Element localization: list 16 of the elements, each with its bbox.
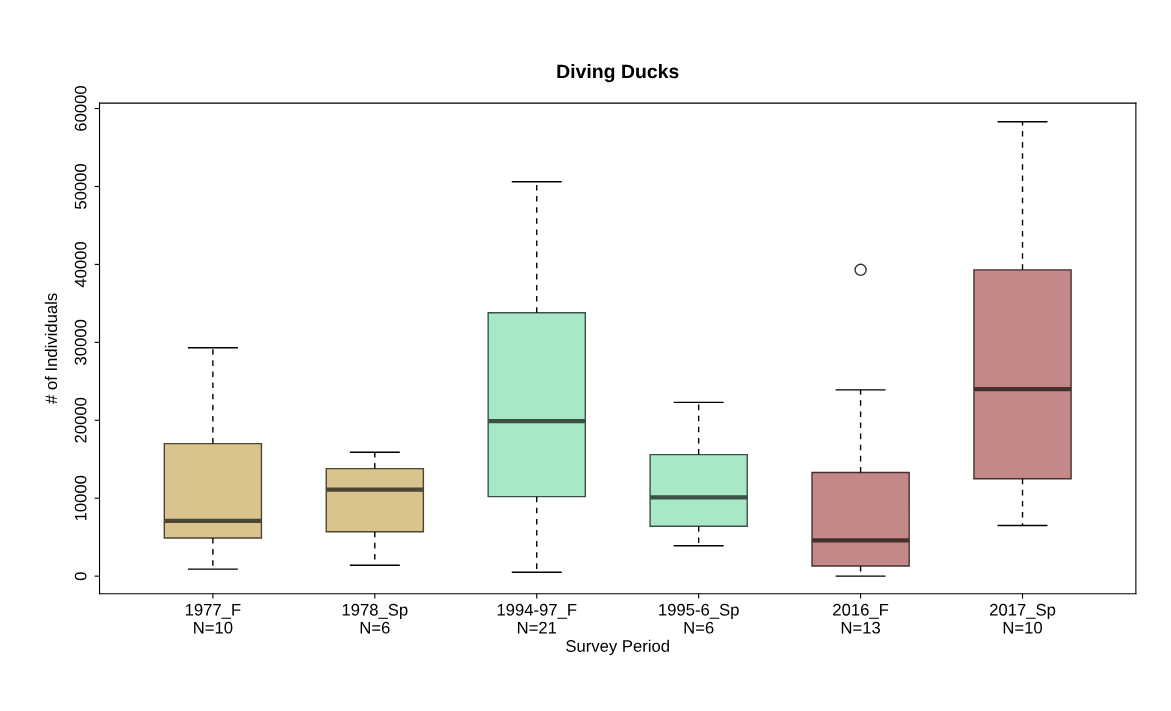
x-tick-label: 2017_Sp N=10 <box>990 603 1056 634</box>
x-tick-label: 1977_F N=10 <box>185 603 241 634</box>
x-tick-label: 1978_Sp N=6 <box>342 603 408 634</box>
y-tick-label: 60000 <box>74 86 87 131</box>
y-axis-title: # of Individuals <box>44 293 58 404</box>
x-tick-label: 2016_F N=13 <box>833 603 889 634</box>
y-tick-label: 50000 <box>74 163 87 209</box>
y-tick-label: 20000 <box>74 397 87 443</box>
y-tick-label: 0 <box>74 572 87 581</box>
x-axis-title: Survey Period <box>566 639 669 656</box>
y-tick-label: 30000 <box>74 319 87 365</box>
y-tick-label: 40000 <box>74 241 87 288</box>
x-tick-label: 1994-97_F N=21 <box>497 603 577 634</box>
chart-title: Diving Ducks <box>557 64 679 83</box>
x-tick-label: 1995-6_Sp N=6 <box>659 603 739 634</box>
y-tick-label: 10000 <box>74 475 87 521</box>
